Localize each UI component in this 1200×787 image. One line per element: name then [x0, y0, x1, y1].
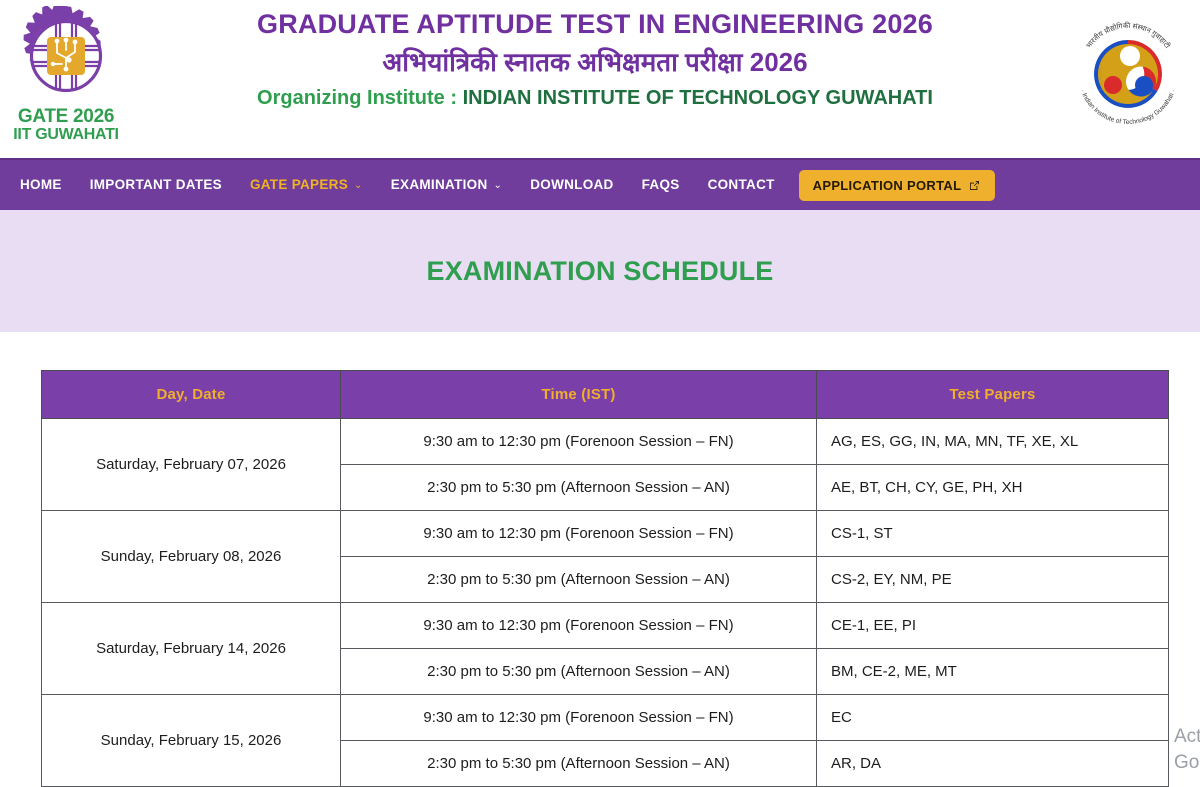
nav-item-examination[interactable]: EXAMINATION ⌄	[377, 159, 517, 211]
nav-item-download[interactable]: DOWNLOAD	[516, 159, 627, 211]
external-link-icon	[968, 179, 981, 192]
nav-item-faqs[interactable]: FAQS	[628, 159, 694, 211]
table-row: Sunday, February 15, 2026 9:30 am to 12:…	[41, 694, 1169, 787]
nav-item-label: EXAMINATION	[390, 177, 488, 192]
gate-gear-emblem-icon	[16, 2, 116, 106]
page-title-english: GRADUATE APTITUDE TEST IN ENGINEERING 20…	[257, 9, 933, 39]
cell-time: 9:30 am to 12:30 pm (Forenoon Session – …	[340, 510, 817, 557]
nav-item-important-dates[interactable]: IMPORTANT DATES	[76, 159, 236, 211]
cell-time: 2:30 pm to 5:30 pm (Afternoon Session – …	[340, 464, 817, 511]
page-title-hindi: अभियांत्रिकी स्नातक अभिक्षमता परीक्षा 20…	[382, 46, 808, 77]
cell-time: 2:30 pm to 5:30 pm (Afternoon Session – …	[340, 556, 817, 603]
schedule-table-container: Day, Date Time (IST) Test Papers Saturda…	[0, 332, 1200, 787]
nav-item-home[interactable]: HOME	[6, 159, 76, 211]
cell-test-papers: BM, CE-2, ME, MT	[816, 648, 1169, 695]
nav-item-label: GATE PAPERS	[249, 177, 349, 192]
chevron-down-icon: ⌄	[354, 180, 363, 191]
site-header: GATE 2026 IIT GUWAHATI GRADUATE APTITUDE…	[0, 0, 1200, 158]
cell-time: 2:30 pm to 5:30 pm (Afternoon Session – …	[340, 740, 817, 787]
table-row: 2:30 pm to 5:30 pm (Afternoon Session – …	[42, 556, 1169, 603]
table-row: Sunday, February 08, 2026 9:30 am to 12:…	[41, 510, 1169, 603]
table-row: Saturday, February 07, 2026 9:30 am to 1…	[41, 418, 1169, 511]
page-heading: EXAMINATION SCHEDULE	[426, 255, 774, 286]
table-row: 2:30 pm to 5:30 pm (Afternoon Session – …	[42, 464, 1169, 511]
application-portal-button[interactable]: APPLICATION PORTAL	[798, 169, 996, 201]
organizing-institute-value: INDIAN INSTITUTE OF TECHNOLOGY GUWAHATI	[462, 86, 933, 109]
cell-day-date: Sunday, February 15, 2026	[41, 694, 341, 787]
gate-logo[interactable]: GATE 2026 IIT GUWAHATI	[10, 2, 122, 146]
organizing-institute-label: Organizing Institute :	[257, 86, 463, 109]
cell-time: 9:30 am to 12:30 pm (Forenoon Session – …	[340, 602, 817, 649]
cell-test-papers: CE-1, EE, PI	[816, 602, 1169, 649]
gate-logo-line2: IIT GUWAHATI	[13, 126, 119, 143]
cell-day-date: Sunday, February 08, 2026	[41, 510, 341, 603]
cell-time: 9:30 am to 12:30 pm (Forenoon Session – …	[340, 694, 817, 741]
cell-test-papers: AG, ES, GG, IN, MA, MN, TF, XE, XL	[816, 418, 1169, 465]
table-row: 2:30 pm to 5:30 pm (Afternoon Session – …	[42, 648, 1169, 695]
page-banner: EXAMINATION SCHEDULE	[0, 210, 1200, 332]
cell-time: 2:30 pm to 5:30 pm (Afternoon Session – …	[340, 648, 817, 695]
nav-item-gate-papers[interactable]: GATE PAPERS ⌄	[236, 159, 377, 211]
nav-item-contact[interactable]: CONTACT	[694, 159, 789, 211]
nav-item-label: DOWNLOAD	[530, 177, 614, 192]
table-row: 2:30 pm to 5:30 pm (Afternoon Session – …	[42, 740, 1169, 787]
column-header-time: Time (IST)	[340, 370, 817, 419]
gate-logo-text: GATE 2026 IIT GUWAHATI	[13, 106, 119, 143]
cell-test-papers: AR, DA	[816, 740, 1169, 787]
column-header-test-papers: Test Papers	[816, 370, 1169, 419]
cell-test-papers: EC	[816, 694, 1169, 741]
application-portal-label: APPLICATION PORTAL	[812, 177, 962, 193]
cell-test-papers: CS-1, ST	[816, 510, 1169, 557]
nav-item-label: HOME	[20, 177, 62, 192]
nav-item-label: IMPORTANT DATES	[89, 177, 222, 192]
chevron-down-icon: ⌄	[493, 180, 503, 191]
table-header-row: Day, Date Time (IST) Test Papers	[41, 370, 1169, 419]
cell-day-date: Saturday, February 14, 2026	[41, 602, 341, 695]
nav-item-label: FAQS	[641, 177, 680, 192]
cell-day-date: Saturday, February 07, 2026	[41, 418, 341, 511]
cell-test-papers: CS-2, EY, NM, PE	[816, 556, 1169, 603]
examination-schedule-table: Day, Date Time (IST) Test Papers Saturda…	[41, 370, 1169, 787]
cell-time: 9:30 am to 12:30 pm (Forenoon Session – …	[340, 418, 817, 465]
nav-item-label: CONTACT	[707, 177, 775, 192]
table-row: Saturday, February 14, 2026 9:30 am to 1…	[41, 602, 1169, 695]
main-navigation: HOME IMPORTANT DATES GATE PAPERS ⌄ EXAMI…	[0, 158, 1200, 210]
iit-guwahati-crest-icon[interactable]: भारतीय प्रौद्योगिकी संस्थान गुवाहाटी · I…	[1064, 8, 1192, 136]
gate-logo-line1: GATE 2026	[17, 106, 115, 127]
cell-test-papers: AE, BT, CH, CY, GE, PH, XH	[816, 464, 1169, 511]
column-header-day-date: Day, Date	[41, 370, 341, 419]
header-titles: GRADUATE APTITUDE TEST IN ENGINEERING 20…	[140, 8, 1050, 110]
organizing-institute-line: Organizing Institute : INDIAN INSTITUTE …	[140, 87, 1050, 110]
